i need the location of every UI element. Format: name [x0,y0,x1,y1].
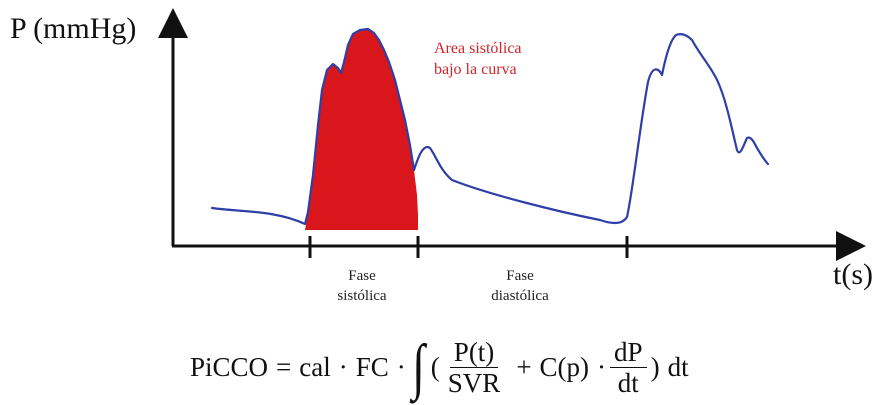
formula-lhs: PiCCO [190,352,268,383]
formula-dot: · [397,352,406,383]
integral-sign: ∫ [412,336,425,398]
systolic-phase-label: Fase sistólica [318,266,406,306]
systolic-area-fill [305,29,418,230]
fraction2-denominator: dt [614,368,643,398]
formula-compliance: C(p) [540,352,590,383]
formula-cal: cal [299,352,330,383]
x-axis-label: t(s) [833,258,873,292]
formula-open-paren: ( [431,352,440,383]
systolic-phase-line2: sistólica [318,286,406,306]
diastolic-phase-label: Fase diastólica [465,266,575,306]
picco-formula: PiCCO = cal · FC · ∫ ( P(t) SVR + C(p) ·… [190,332,689,402]
fraction-pressure-over-svr: P(t) SVR [444,337,505,398]
fraction2-numerator: dP [610,337,647,368]
formula-plus: + [516,352,531,383]
systolic-area-annotation: Area sistólica bajo la curva [434,38,522,80]
fraction-dp-over-dt: dP dt [610,337,647,398]
diastolic-phase-line2: diastólica [465,286,575,306]
diastolic-phase-line1: Fase [465,266,575,286]
fraction1-denominator: SVR [444,368,505,398]
systolic-phase-line1: Fase [318,266,406,286]
fraction1-numerator: P(t) [450,337,499,368]
formula-close-paren: ) [651,352,660,383]
y-axis-label: P (mmHg) [10,12,136,46]
area-annotation-line2: bajo la curva [434,59,522,80]
formula-equals: = [276,352,291,383]
formula-dt: dt [668,352,689,383]
area-annotation-line1: Area sistólica [434,38,522,59]
formula-dot: · [339,352,348,383]
formula-dot: · [597,352,606,383]
formula-fc: FC [356,352,389,383]
